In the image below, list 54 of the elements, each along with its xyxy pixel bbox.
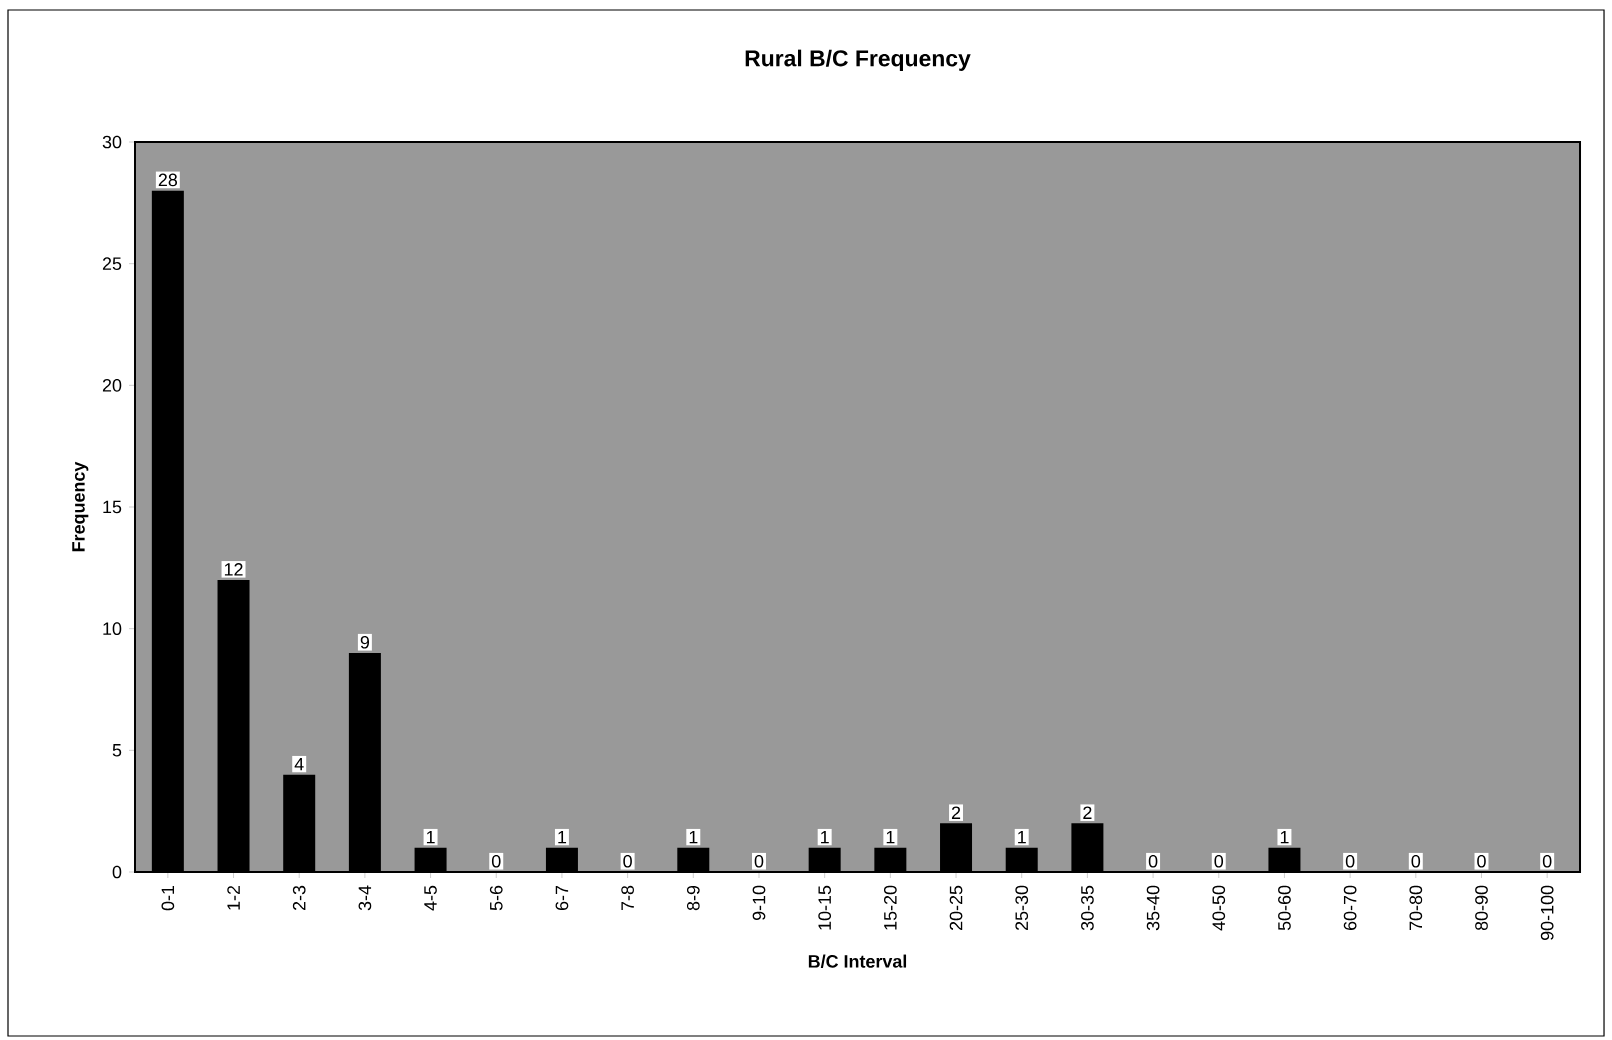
x-tick-label: 8-9	[686, 885, 700, 911]
x-tick-label: 15-20	[883, 885, 897, 930]
data-label: 0	[1411, 854, 1421, 868]
y-tick-label: 30	[102, 135, 122, 149]
data-label: 1	[1018, 830, 1026, 844]
x-tick-label: 0-1	[161, 885, 175, 911]
y-tick-label: 10	[103, 622, 122, 636]
data-label: 0	[1345, 854, 1355, 868]
y-tick-label: 0	[112, 865, 122, 879]
chart-title: Rural B/C Frequency	[745, 49, 971, 71]
data-label: 0	[1148, 854, 1158, 868]
x-tick-label: 30-35	[1081, 885, 1094, 931]
x-tick-label: 7-8	[621, 885, 634, 911]
data-label: 0	[1477, 854, 1486, 868]
data-label: 1	[1280, 830, 1289, 844]
x-tick-label: 9-10	[752, 885, 766, 921]
x-tick-label: 80-90	[1475, 885, 1488, 931]
x-tick-label: 5-6	[489, 885, 503, 911]
y-axis-title: Frequency	[72, 461, 89, 552]
x-tick-label: 20-25	[949, 885, 963, 930]
x-tick-label: 35-40	[1146, 885, 1160, 931]
x-tick-label: 6-7	[555, 885, 569, 911]
x-tick-label: 4-5	[424, 885, 437, 911]
x-tick-label: 1-2	[227, 885, 240, 910]
data-label: 0	[1542, 854, 1552, 868]
data-label: 0	[491, 854, 501, 868]
data-label: 1	[426, 830, 435, 844]
data-label: 1	[886, 830, 895, 844]
data-label: 28	[158, 173, 178, 187]
x-tick-label: 90-100	[1540, 885, 1554, 941]
x-tick-label: 60-70	[1343, 885, 1357, 930]
data-label: 0	[1214, 854, 1224, 868]
x-tick-label: 40-50	[1212, 885, 1226, 931]
y-tick-label: 5	[112, 744, 122, 757]
data-label: 0	[754, 854, 764, 868]
data-label: 9	[360, 635, 370, 649]
x-tick-label: 50-60	[1278, 885, 1291, 931]
x-tick-label: 3-4	[358, 885, 372, 911]
data-label: 4	[294, 757, 304, 771]
y-tick-label: 25	[102, 257, 122, 271]
data-label: 2	[951, 806, 961, 819]
x-tick-label: 25-30	[1015, 885, 1029, 930]
x-tick-label: 70-80	[1409, 885, 1423, 930]
y-tick-label: 15	[103, 500, 122, 514]
data-label: 1	[558, 830, 567, 844]
data-label: 1	[689, 830, 698, 844]
x-tick-label: 10-15	[818, 885, 832, 930]
y-tick-label: 20	[102, 378, 122, 392]
data-label: 12	[224, 563, 243, 576]
x-axis-title: B/C Interval	[808, 954, 907, 968]
x-tick-label: 2-3	[292, 885, 306, 911]
data-label: 2	[1083, 806, 1092, 819]
data-label: 1	[821, 830, 829, 844]
data-label: 0	[623, 854, 632, 868]
